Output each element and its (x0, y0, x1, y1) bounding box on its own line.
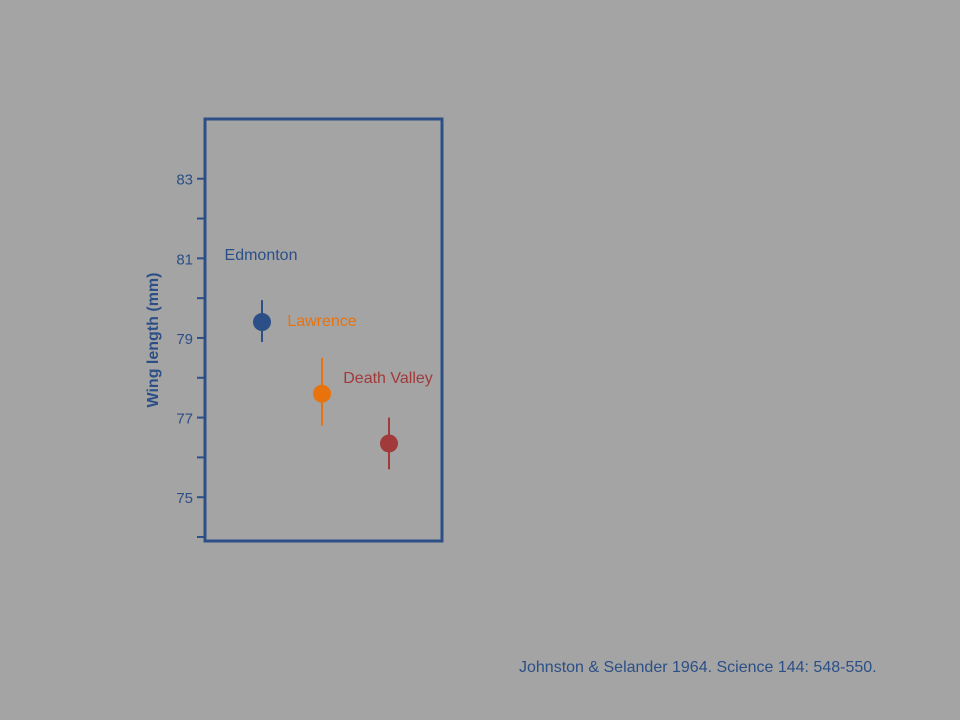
y-tick-label: 81 (176, 251, 193, 268)
point-label-edmonton: Edmonton (225, 247, 298, 264)
y-tick-label: 79 (176, 331, 193, 348)
point-label-death-valley: Death Valley (343, 370, 433, 387)
data-point-lawrence (313, 384, 331, 403)
y-axis-label: Wing length (mm) (145, 273, 162, 408)
point-label-lawrence: Lawrence (287, 313, 356, 330)
data-point-death-valley (380, 434, 398, 453)
y-tick-label: 77 (176, 411, 193, 428)
y-tick-label: 83 (176, 172, 193, 189)
plot-frame (203, 117, 444, 543)
point-lawrence: Lawrence (287, 313, 357, 426)
point-edmonton: Edmonton (225, 247, 298, 342)
y-tick-label: 75 (176, 490, 193, 507)
point-death-valley: Death Valley (343, 370, 433, 470)
citation: Johnston & Selander 1964. Science 144: 5… (519, 659, 877, 676)
data-point-edmonton (253, 313, 271, 332)
